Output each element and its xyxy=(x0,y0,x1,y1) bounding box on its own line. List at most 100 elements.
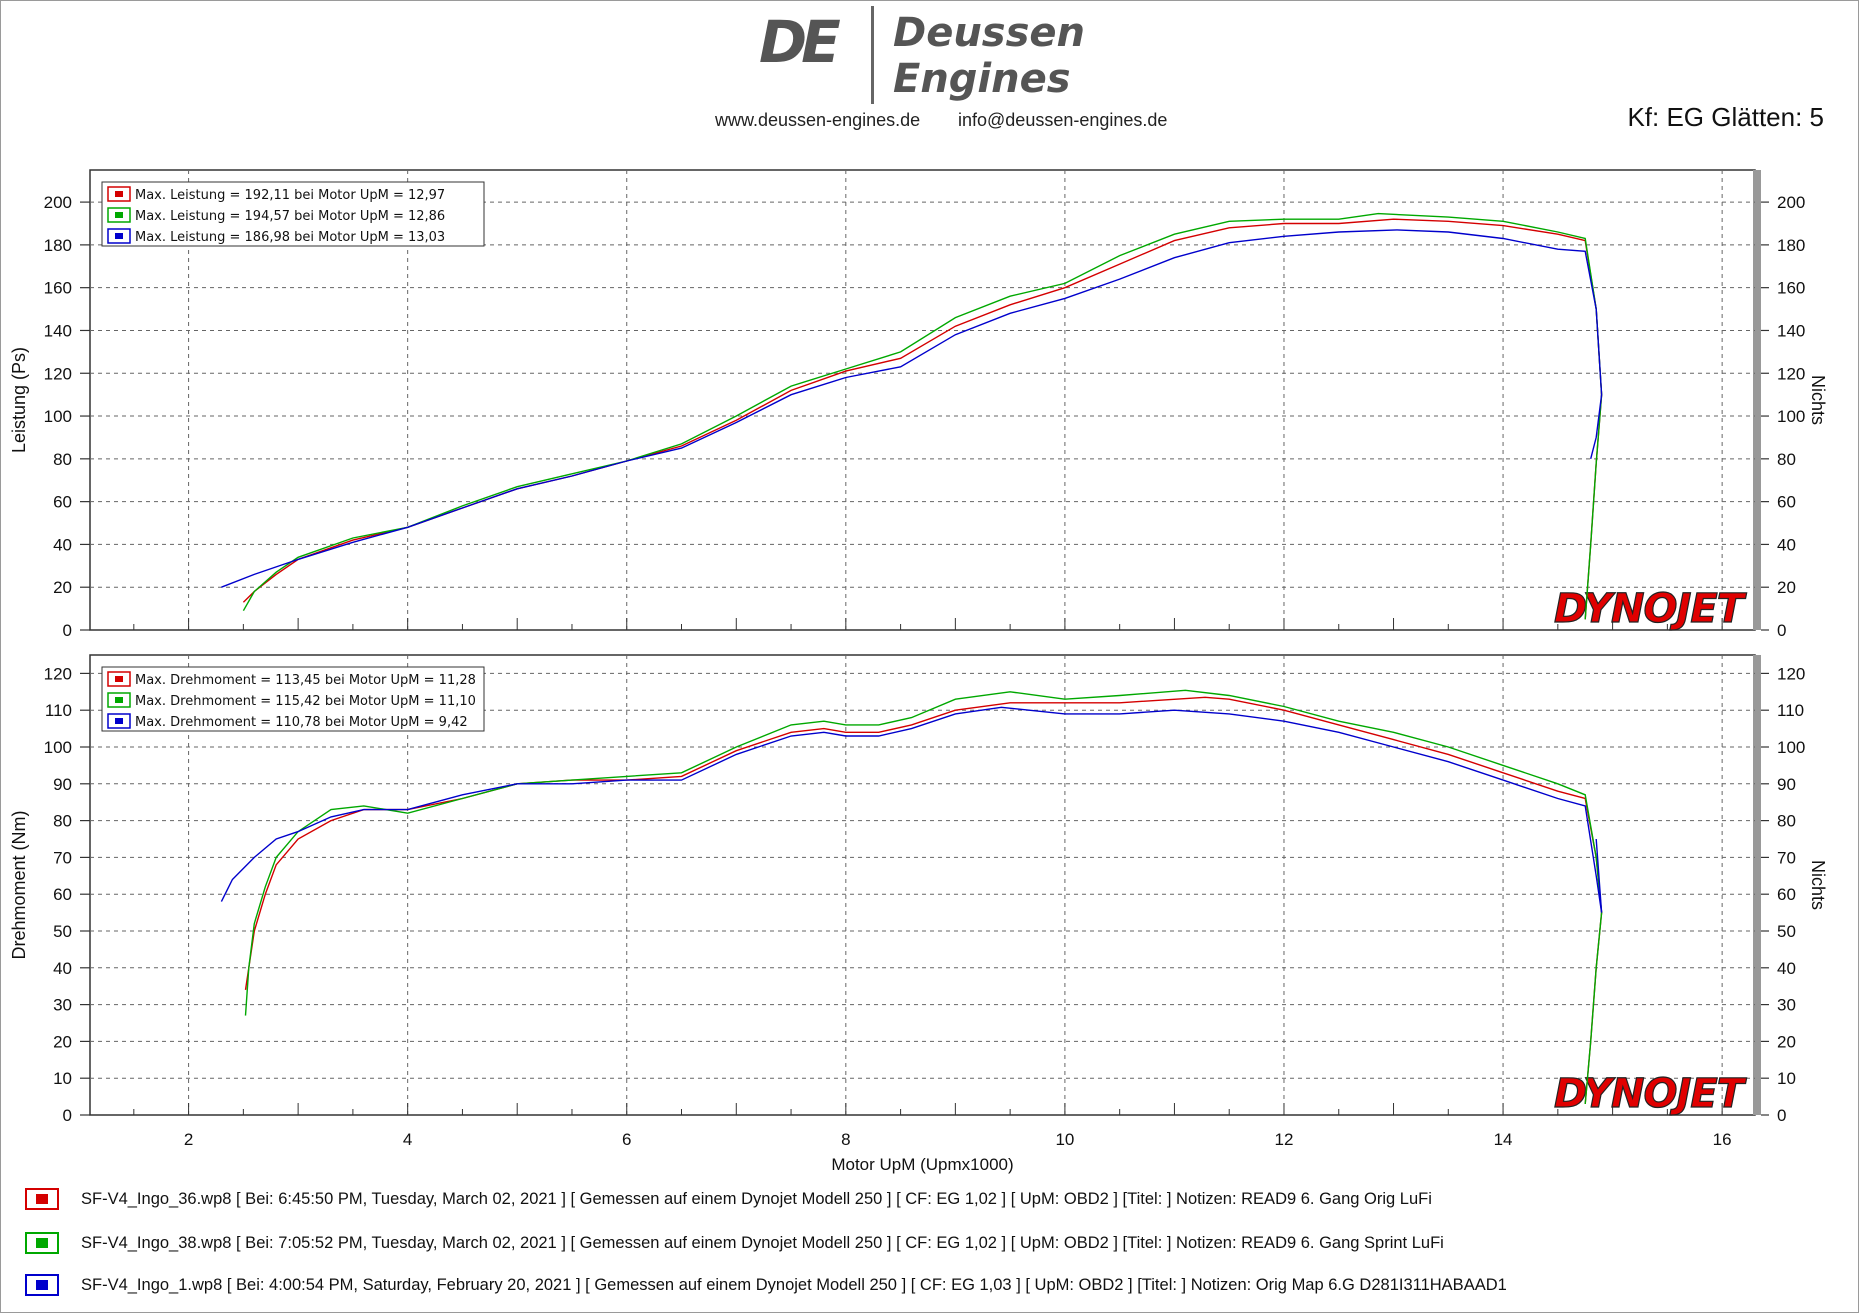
y-tick-label-right: 10 xyxy=(1777,1069,1796,1088)
legend-entry: Max. Drehmoment = 110,78 bei Motor UpM =… xyxy=(135,715,468,730)
smoothing-label: Kf: EG Glätten: 5 xyxy=(1627,102,1824,132)
y-tick-label-right: 60 xyxy=(1777,885,1796,904)
x-tick-label: 8 xyxy=(841,1130,850,1149)
plot-area xyxy=(89,169,1756,631)
x-tick-label: 12 xyxy=(1275,1130,1294,1149)
x-tick-label: 10 xyxy=(1055,1130,1074,1149)
y-tick-label: 0 xyxy=(63,621,72,640)
legend-swatch-fill xyxy=(115,718,123,724)
file-legend-row: SF-V4_Ingo_1.wp8 [ Bei: 4:00:54 PM, Satu… xyxy=(25,1270,1507,1300)
y-tick-label-right: 40 xyxy=(1777,535,1796,554)
y-tick-label-right: 0 xyxy=(1777,621,1786,640)
y-tick-label: 90 xyxy=(53,775,72,794)
series-line-green xyxy=(244,689,1603,1105)
y-tick-label: 160 xyxy=(44,279,72,298)
y-tick-label-right: 60 xyxy=(1777,493,1796,512)
legend-swatch-fill xyxy=(115,212,123,218)
y-tick-label: 60 xyxy=(53,493,72,512)
x-tick-label: 4 xyxy=(403,1130,412,1149)
logo-word-engines: Engines xyxy=(893,56,1071,102)
right-axis-band xyxy=(1753,655,1761,1115)
series-color-swatch[interactable] xyxy=(25,1274,59,1296)
torque-chart: 0 0 10 10 20 20 30 30 40 40 50 50 60 60 70 70 80 80 90 90 10… xyxy=(9,654,1828,1174)
legend-swatch-fill xyxy=(115,697,123,703)
y-tick-label: 200 xyxy=(44,193,72,212)
y-tick-label-right: 20 xyxy=(1777,1032,1796,1051)
legend-entry: Max. Drehmoment = 115,42 bei Motor UpM =… xyxy=(135,694,476,709)
file-legend-row: SF-V4_Ingo_38.wp8 [ Bei: 7:05:52 PM, Tue… xyxy=(25,1228,1444,1258)
y-tick-label: 80 xyxy=(53,812,72,831)
legend-entry: Max. Leistung = 192,11 bei Motor UpM = 1… xyxy=(135,188,445,203)
y-tick-label-right: 180 xyxy=(1777,236,1805,255)
plot-area xyxy=(89,654,1756,1116)
y-tick-label-right: 120 xyxy=(1777,364,1805,383)
x-axis-title: Motor UpM (Upmx1000) xyxy=(831,1155,1013,1174)
y-tick-label-right: 70 xyxy=(1777,848,1796,867)
deussen-engines-logo: DE Deussen Engines xyxy=(755,2,1155,104)
x-tick-label: 16 xyxy=(1713,1130,1732,1149)
file-description: SF-V4_Ingo_1.wp8 [ Bei: 4:00:54 PM, Satu… xyxy=(81,1275,1507,1294)
y-tick-label: 60 xyxy=(53,885,72,904)
y-tick-label: 40 xyxy=(53,535,72,554)
chart-legend xyxy=(101,666,485,732)
legend-entry: Max. Leistung = 194,57 bei Motor UpM = 1… xyxy=(135,209,445,224)
y-tick-label-right: 120 xyxy=(1777,664,1805,683)
series-line-blue xyxy=(220,706,1603,913)
y-tick-label-right: 100 xyxy=(1777,407,1805,426)
y-tick-label-right: 20 xyxy=(1777,578,1796,597)
y-tick-label-right: 90 xyxy=(1777,775,1796,794)
email-link[interactable]: info@deussen-engines.de xyxy=(958,110,1168,130)
legend-entry: Max. Leistung = 186,98 bei Motor UpM = 1… xyxy=(135,230,445,245)
y-tick-label: 30 xyxy=(53,996,72,1015)
series-color-swatch[interactable] xyxy=(25,1188,59,1210)
y-tick-label: 100 xyxy=(44,407,72,426)
y-tick-label: 20 xyxy=(53,578,72,597)
y-tick-label: 40 xyxy=(53,959,72,978)
y-tick-label: 120 xyxy=(44,664,72,683)
series-line-red xyxy=(244,696,1603,1105)
y-tick-label: 50 xyxy=(53,922,72,941)
series-color-swatch[interactable] xyxy=(25,1232,59,1254)
dynojet-logo: DYNOJET xyxy=(1554,586,1747,632)
y-axis-title-right: Nichts xyxy=(1808,375,1828,425)
file-legend-row: SF-V4_Ingo_36.wp8 [ Bei: 6:45:50 PM, Tue… xyxy=(25,1184,1432,1214)
y-tick-label: 0 xyxy=(63,1106,72,1125)
y-tick-label: 10 xyxy=(53,1069,72,1088)
logo-divider xyxy=(871,6,874,104)
y-tick-label-right: 160 xyxy=(1777,279,1805,298)
legend-entry: Max. Drehmoment = 113,45 bei Motor UpM =… xyxy=(135,673,476,688)
y-tick-label-right: 80 xyxy=(1777,812,1796,831)
y-axis-title: Leistung (Ps) xyxy=(9,347,29,453)
y-tick-label-right: 140 xyxy=(1777,321,1805,340)
y-tick-label: 70 xyxy=(53,848,72,867)
legend-swatch-fill xyxy=(115,676,123,682)
x-tick-label: 6 xyxy=(622,1130,631,1149)
x-tick-label: 14 xyxy=(1494,1130,1513,1149)
y-tick-label-right: 100 xyxy=(1777,738,1805,757)
y-tick-label-right: 40 xyxy=(1777,959,1796,978)
y-tick-label: 140 xyxy=(44,321,72,340)
x-tick-label: 2 xyxy=(184,1130,193,1149)
y-tick-label-right: 30 xyxy=(1777,996,1796,1015)
legend-swatch-fill xyxy=(115,233,123,239)
y-axis-title: Drehmoment (Nm) xyxy=(9,810,29,959)
y-tick-label-right: 80 xyxy=(1777,450,1796,469)
file-description: SF-V4_Ingo_38.wp8 [ Bei: 7:05:52 PM, Tue… xyxy=(81,1233,1444,1252)
y-tick-label-right: 0 xyxy=(1777,1106,1786,1125)
chart-legend xyxy=(101,181,485,247)
y-tick-label-right: 200 xyxy=(1777,193,1805,212)
y-axis-title-right: Nichts xyxy=(1808,860,1828,910)
right-axis-band xyxy=(1753,170,1761,630)
y-tick-label: 110 xyxy=(45,701,72,720)
power-chart: 0 0 20 20 40 40 60 60 80 80 100 100 120 120 140 140 160 1… xyxy=(9,169,1828,640)
dynojet-logo: DYNOJET xyxy=(1554,1071,1747,1117)
y-tick-label: 20 xyxy=(53,1032,72,1051)
y-tick-label: 180 xyxy=(44,236,72,255)
legend-swatch-fill xyxy=(115,191,123,197)
logo-monogram: DE xyxy=(759,8,841,76)
y-tick-label-right: 110 xyxy=(1777,701,1804,720)
logo-word-deussen: Deussen xyxy=(893,10,1086,56)
y-tick-label-right: 50 xyxy=(1777,922,1796,941)
website-link[interactable]: www.deussen-engines.de xyxy=(715,110,921,130)
